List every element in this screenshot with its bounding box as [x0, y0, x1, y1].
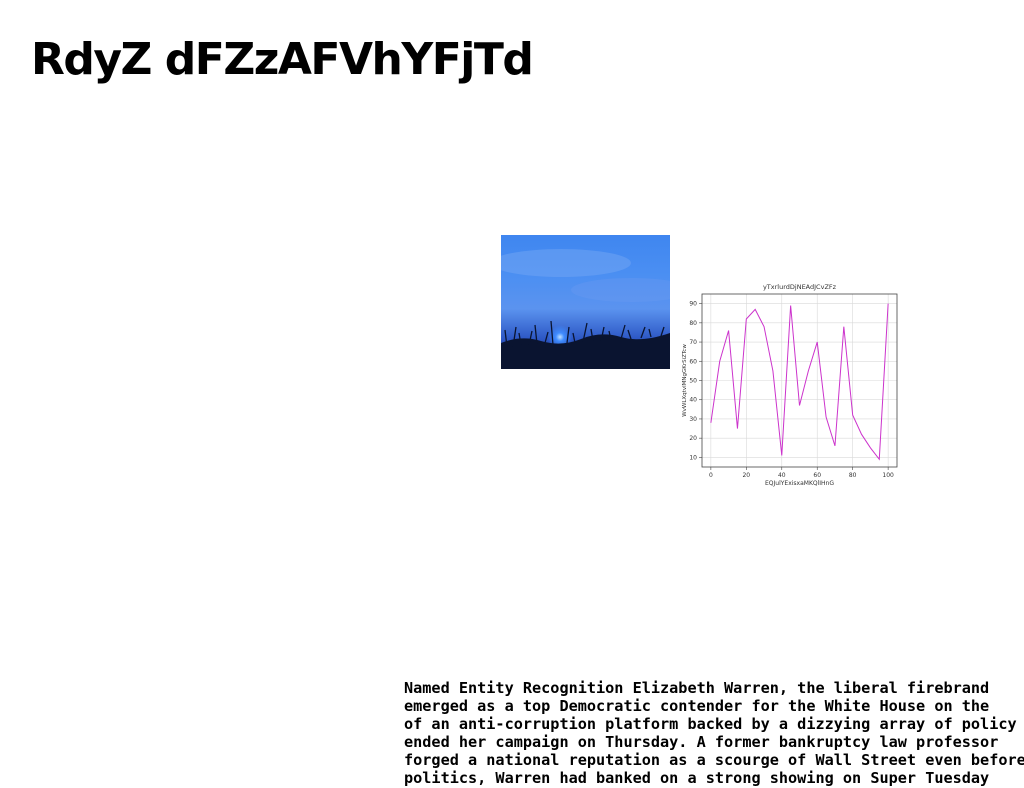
y-tick-label: 90 [689, 301, 697, 308]
article-line: of an anti-corruption platform backed by… [404, 715, 1017, 733]
article-line: politics, Warren had banked on a strong … [404, 769, 990, 787]
x-axis-label: EQJulYExisxaMKQlIHnG [765, 480, 834, 487]
x-tick-label: 20 [742, 472, 750, 479]
y-tick-label: 40 [689, 397, 697, 404]
article-line: ended her campaign on Thursday. A former… [404, 733, 999, 751]
y-tick-label: 30 [689, 416, 697, 423]
series-line [710, 303, 889, 461]
article-line: Named Entity Recognition Elizabeth Warre… [404, 679, 990, 697]
y-tick-label: 10 [689, 454, 697, 461]
y-axis-label: WvWLXqtvlMNgGKrSiZTcw [682, 344, 688, 417]
article-text: Named Entity Recognition Elizabeth Warre… [404, 679, 1024, 787]
chart-title: yTxrlurdDjNEAdJCvZFz [763, 283, 837, 291]
y-tick-label: 20 [689, 435, 697, 442]
page-title: RdyZ dFZzAFVhYFjTd [31, 34, 534, 85]
y-tick-label: 50 [689, 378, 697, 385]
article-line: emerged as a top Democratic contender fo… [404, 697, 990, 715]
y-tick-label: 70 [689, 339, 697, 346]
x-tick-label: 0 [709, 472, 713, 479]
x-tick-label: 40 [778, 472, 786, 479]
y-tick-label: 60 [689, 358, 697, 365]
landscape-photo [501, 235, 670, 369]
y-tick-label: 80 [689, 320, 697, 327]
x-tick-label: 80 [849, 472, 857, 479]
x-tick-label: 100 [882, 472, 894, 479]
line-chart: 0 20 40 60 80 100 10 20 30 40 50 60 70 80 90 yTxrlurdDj… [678, 280, 904, 490]
article-line: forged a national reputation as a scourg… [404, 751, 1024, 769]
x-tick-label: 60 [813, 472, 821, 479]
